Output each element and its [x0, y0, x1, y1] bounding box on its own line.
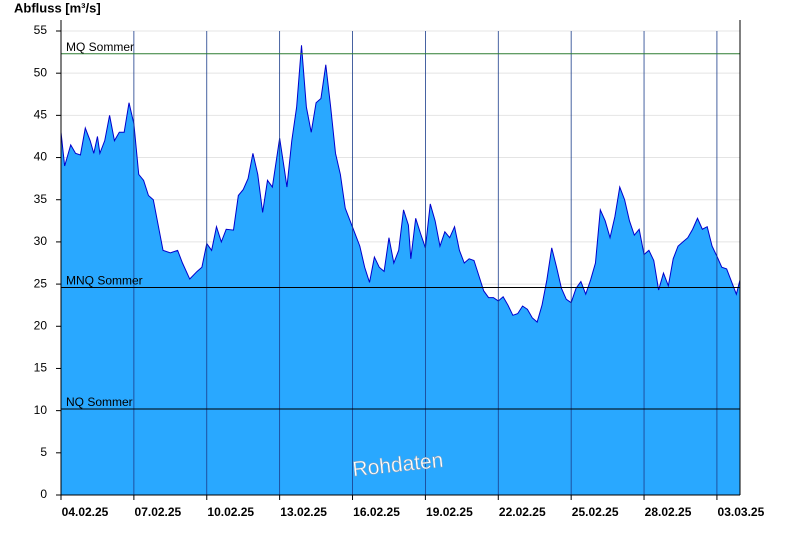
- x-tick-label: 22.02.25: [499, 505, 546, 519]
- x-tick-label: 28.02.25: [645, 505, 692, 519]
- y-tick-label: 30: [34, 234, 48, 248]
- y-tick-label: 20: [34, 318, 48, 332]
- y-tick-label: 10: [34, 403, 48, 417]
- y-tick-label: 55: [34, 23, 48, 37]
- x-tick-label: 04.02.25: [62, 505, 109, 519]
- reference-label: MNQ Sommer: [66, 274, 143, 288]
- x-tick-label: 19.02.25: [426, 505, 473, 519]
- x-tick-label: 03.03.25: [718, 505, 765, 519]
- watermark: Rohdaten: [351, 449, 444, 481]
- y-tick-label: 5: [40, 445, 47, 459]
- area-line: [60, 45, 741, 323]
- reference-label: MQ Sommer: [66, 40, 134, 54]
- y-tick-label: 45: [34, 108, 48, 122]
- x-tick-label: 07.02.25: [135, 505, 182, 519]
- y-tick-label: 40: [34, 150, 48, 164]
- x-tick-label: 10.02.25: [207, 505, 254, 519]
- y-tick-label: 15: [34, 361, 48, 375]
- y-tick-label: 50: [34, 65, 48, 79]
- x-tick-label: 16.02.25: [353, 505, 400, 519]
- y-tick-label: 0: [40, 487, 47, 501]
- y-tick-label: 35: [34, 192, 48, 206]
- y-tick-label: 25: [34, 276, 48, 290]
- reference-label: NQ Sommer: [66, 395, 133, 409]
- x-tick-label: 25.02.25: [572, 505, 619, 519]
- area-fill: [61, 45, 740, 495]
- x-tick-label: 13.02.25: [280, 505, 327, 519]
- y-axis-title: Abfluss [m³/s]: [14, 0, 101, 15]
